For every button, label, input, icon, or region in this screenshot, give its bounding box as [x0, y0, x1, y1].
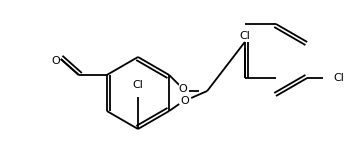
- Text: Cl: Cl: [240, 31, 250, 41]
- Text: O: O: [51, 56, 60, 66]
- Text: Cl: Cl: [333, 73, 344, 83]
- Text: Cl: Cl: [132, 80, 143, 90]
- Text: O: O: [181, 96, 190, 106]
- Text: O: O: [179, 84, 187, 94]
